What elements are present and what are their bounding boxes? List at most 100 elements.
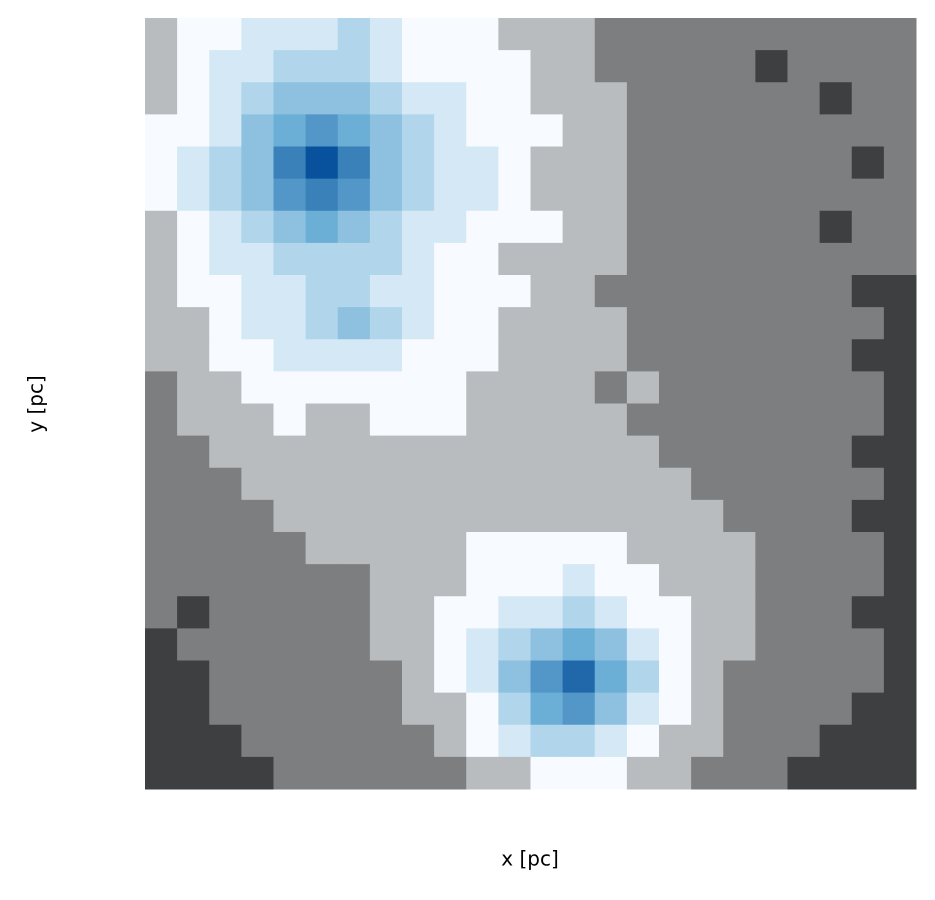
heatmap-cell: [273, 628, 307, 661]
heatmap-cell: [241, 724, 274, 758]
heatmap-cell: [241, 210, 274, 244]
heatmap-cell: [402, 50, 435, 83]
heatmap-cell: [723, 403, 756, 437]
heatmap-cell: [562, 724, 596, 758]
heatmap-cell: [209, 660, 242, 694]
heatmap-cell: [177, 242, 210, 276]
heatmap-cell: [337, 339, 371, 372]
heatmap-cell: [530, 242, 564, 276]
heatmap-cell: [337, 18, 371, 51]
heatmap-cell: [755, 146, 788, 180]
heatmap-cell: [498, 435, 531, 469]
heatmap-cell: [626, 756, 660, 790]
heatmap-cell: [594, 82, 628, 115]
heatmap-cell: [434, 724, 467, 758]
heatmap-cell: [369, 114, 403, 147]
heatmap-cell: [273, 532, 307, 565]
heatmap-cell: [241, 596, 274, 629]
heatmap-cell: [594, 564, 628, 597]
heatmap-cell: [723, 339, 756, 372]
heatmap-cell: [659, 628, 692, 661]
heatmap-cell: [530, 756, 564, 790]
heatmap-cell: [434, 114, 467, 147]
heatmap-cell: [209, 210, 242, 244]
heatmap-cell: [851, 242, 885, 276]
heatmap-cell: [530, 339, 564, 372]
heatmap-cell: [434, 178, 467, 212]
heatmap-cell: [562, 596, 596, 629]
heatmap-cell: [659, 82, 692, 115]
heatmap-cell: [466, 596, 499, 629]
heatmap-cell: [273, 756, 307, 790]
heatmap-cell: [369, 692, 403, 726]
heatmap-cell: [434, 499, 467, 533]
heatmap-cell: [659, 403, 692, 437]
heatmap-cell: [626, 628, 660, 661]
heatmap-cell: [787, 564, 821, 597]
heatmap-cell: [723, 628, 756, 661]
heatmap-cell: [787, 371, 821, 404]
heatmap-cell: [530, 692, 564, 726]
heatmap-cell: [755, 307, 788, 340]
heatmap-cell: [530, 210, 564, 244]
heatmap-cell: [691, 403, 724, 437]
heatmap-cell: [691, 114, 724, 147]
heatmap-cell: [819, 371, 853, 404]
heatmap-cell: [402, 532, 435, 565]
heatmap-cell: [594, 275, 628, 308]
heatmap-cell: [145, 499, 178, 533]
heatmap-cell: [787, 692, 821, 726]
heatmap-cell: [177, 435, 210, 469]
heatmap-cell: [145, 339, 178, 372]
heatmap-cell: [883, 660, 917, 694]
heatmap-cell: [691, 660, 724, 694]
heatmap-cell: [691, 499, 724, 533]
heatmap-cell: [402, 18, 435, 51]
heatmap-cell: [594, 146, 628, 180]
heatmap-cell: [626, 275, 660, 308]
heatmap-cell: [273, 210, 307, 244]
heatmap-cell: [851, 692, 885, 726]
heatmap-cell: [337, 692, 371, 726]
heatmap-cell: [466, 692, 499, 726]
heatmap-cell: [851, 210, 885, 244]
heatmap-cell: [305, 756, 339, 790]
heatmap-cell: [177, 275, 210, 308]
heatmap-cell: [755, 692, 788, 726]
heatmap: [145, 18, 917, 790]
heatmap-cell: [369, 242, 403, 276]
heatmap-cell: [787, 724, 821, 758]
heatmap-cell: [337, 307, 371, 340]
heatmap-cell: [594, 403, 628, 437]
heatmap-cell: [402, 628, 435, 661]
heatmap-cell: [691, 564, 724, 597]
heatmap-cell: [723, 210, 756, 244]
heatmap-cell: [337, 724, 371, 758]
heatmap-cell: [723, 275, 756, 308]
heatmap-cell: [883, 532, 917, 565]
heatmap-cell: [402, 275, 435, 308]
heatmap-cell: [145, 403, 178, 437]
heatmap-cell: [723, 660, 756, 694]
heatmap-cell: [819, 499, 853, 533]
heatmap-cell: [819, 660, 853, 694]
heatmap-cell: [626, 435, 660, 469]
heatmap-cell: [305, 18, 339, 51]
heatmap-cell: [691, 628, 724, 661]
heatmap-cell: [177, 18, 210, 51]
heatmap-cell: [626, 467, 660, 501]
heatmap-cell: [273, 660, 307, 694]
heatmap-cell: [562, 114, 596, 147]
heatmap-cell: [466, 242, 499, 276]
heatmap-cell: [369, 210, 403, 244]
heatmap-cell: [337, 499, 371, 533]
heatmap-cell: [273, 435, 307, 469]
heatmap-cell: [402, 82, 435, 115]
heatmap-cell: [241, 82, 274, 115]
heatmap-cell: [177, 50, 210, 83]
heatmap-cell: [434, 339, 467, 372]
heatmap-cell: [626, 532, 660, 565]
heatmap-cell: [851, 532, 885, 565]
heatmap-cell: [305, 210, 339, 244]
heatmap-cell: [305, 724, 339, 758]
